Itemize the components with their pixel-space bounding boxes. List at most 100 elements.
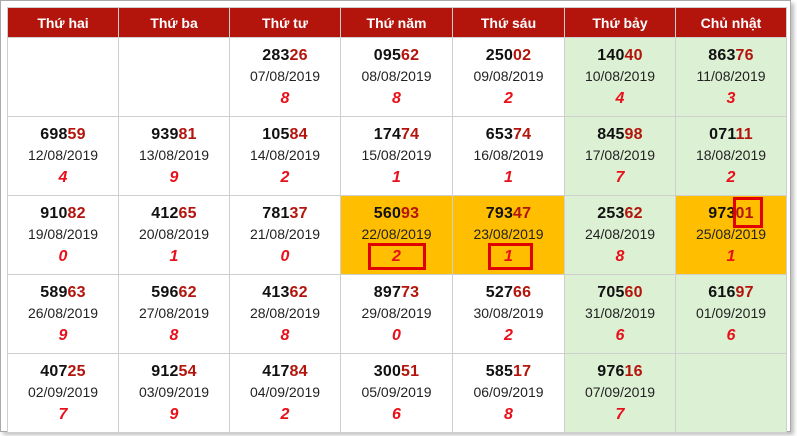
sum-digit: 8	[341, 89, 452, 108]
result-number-head: 417	[262, 363, 290, 380]
result-number: 52766	[453, 283, 564, 302]
draw-date: 30/08/2019	[473, 305, 544, 321]
result-number-head: 071	[709, 126, 736, 143]
result-number-tail: 84	[289, 126, 308, 143]
sum-digit-value: 7	[615, 169, 625, 186]
day-cell: 10584 14/08/2019 2	[229, 116, 341, 196]
sum-digit-value: 1	[169, 248, 179, 265]
sum-digit: 2	[453, 89, 564, 108]
result-number: 41362	[230, 283, 340, 302]
sum-digit: 8	[230, 326, 340, 345]
draw-date: 08/08/2019	[361, 68, 432, 84]
sum-digit: 7	[8, 405, 118, 424]
draw-date: 07/08/2019	[249, 68, 321, 84]
result-number-tail: 98	[624, 126, 643, 143]
result-number-head: 527	[485, 284, 514, 301]
draw-date: 26/08/2019	[27, 305, 99, 321]
result-number-tail: 16	[624, 363, 643, 380]
sum-digit: 0	[230, 247, 340, 266]
highlight-box: 2	[368, 243, 426, 270]
result-number: 69859	[8, 125, 118, 144]
result-number: 07111	[676, 125, 786, 144]
result-number: 25002	[453, 46, 564, 65]
sum-digit-value: 2	[726, 169, 736, 186]
result-number-head: 910	[40, 205, 68, 222]
draw-date: 22/08/2019	[361, 226, 432, 242]
calendar-week-row: 58963 26/08/2019 9 59662 27/08/2019 8 41362 28/…	[7, 274, 787, 354]
sum-digit-value: 1	[504, 169, 513, 186]
result-number: 56093	[341, 204, 452, 223]
day-cell: 70560 31/08/2019 6	[564, 274, 676, 354]
sum-digit-value: 7	[615, 406, 625, 423]
sum-digit: 6	[341, 405, 452, 424]
sum-digit-value: 1	[392, 169, 401, 186]
day-cell: 78137 21/08/2019 0	[229, 195, 341, 275]
day-cell: 97301 25/08/2019 1	[675, 195, 787, 275]
day-cell: 14040 10/08/2019 4	[564, 37, 676, 117]
sum-digit-value: 2	[280, 406, 290, 423]
result-number: 41784	[230, 362, 340, 381]
result-number-tail: 26	[289, 47, 308, 64]
result-number: 17474	[341, 125, 452, 144]
result-number-tail: 84	[289, 363, 308, 380]
result-number-head: 589	[40, 284, 68, 301]
result-number-head: 105	[262, 126, 290, 143]
result-number-head: 413	[262, 284, 290, 301]
sum-digit-value: 8	[169, 327, 179, 344]
result-number-head: 300	[373, 363, 402, 380]
result-number: 28326	[230, 46, 340, 65]
draw-date: 13/08/2019	[138, 147, 210, 163]
sum-digit-value: 8	[392, 90, 401, 107]
draw-date: 25/08/2019	[695, 226, 767, 242]
result-number-tail: 02	[513, 47, 532, 64]
result-number-head: 585	[485, 363, 514, 380]
highlight-box: 01	[732, 197, 763, 228]
result-number: 89773	[341, 283, 452, 302]
sum-digit: 0	[8, 247, 118, 266]
draw-date: 16/08/2019	[473, 147, 544, 163]
draw-date: 03/09/2019	[138, 384, 210, 400]
day-cell: 86376 11/08/2019 3	[675, 37, 787, 117]
sum-digit-value: 4	[615, 90, 625, 107]
result-number-tail: 62	[401, 47, 420, 64]
calendar-week-row: 40725 02/09/2019 7 91254 03/09/2019 9 41784 04/…	[7, 353, 787, 433]
result-number-head: 596	[151, 284, 179, 301]
header-tuesday: Thứ ba	[118, 7, 230, 38]
sum-digit: 7	[565, 168, 675, 187]
draw-date: 29/08/2019	[361, 305, 432, 321]
draw-date: 18/08/2019	[695, 147, 767, 163]
result-number: 70560	[565, 283, 675, 302]
day-cell: 84598 17/08/2019 7	[564, 116, 676, 196]
result-number: 84598	[565, 125, 675, 144]
day-cell: 41265 20/08/2019 1	[118, 195, 230, 275]
result-number: 58517	[453, 362, 564, 381]
draw-date: 31/08/2019	[584, 305, 656, 321]
result-number: 86376	[676, 46, 786, 65]
sum-digit-value: 1	[504, 248, 513, 265]
sum-digit: 8	[565, 247, 675, 266]
day-cell: 40725 02/09/2019 7	[7, 353, 119, 433]
result-number-head: 140	[597, 47, 625, 64]
result-number-head: 705	[597, 284, 625, 301]
result-number: 79347	[453, 204, 564, 223]
result-number-tail: 62	[624, 205, 643, 222]
sum-digit: 3	[676, 89, 786, 108]
result-number-head: 174	[373, 126, 402, 143]
header-friday: Thứ sáu	[452, 7, 565, 38]
draw-date: 19/08/2019	[27, 226, 99, 242]
sum-digit-value: 8	[280, 90, 290, 107]
day-cell: 41784 04/09/2019 2	[229, 353, 341, 433]
result-number-head: 973	[708, 205, 736, 222]
result-number-head: 698	[40, 126, 68, 143]
result-number: 25362	[565, 204, 675, 223]
sum-digit: 8	[453, 405, 564, 424]
result-number-tail: 54	[178, 363, 197, 380]
highlight-box: 1	[488, 243, 533, 270]
day-cell: 58517 06/09/2019 8	[452, 353, 565, 433]
sum-digit-value: 9	[169, 406, 179, 423]
result-number-tail: 74	[401, 126, 420, 143]
sum-digit: 4	[565, 89, 675, 108]
day-cell: 93981 13/08/2019 9	[118, 116, 230, 196]
result-number: 14040	[565, 46, 675, 65]
sum-digit-value: 0	[280, 248, 290, 265]
